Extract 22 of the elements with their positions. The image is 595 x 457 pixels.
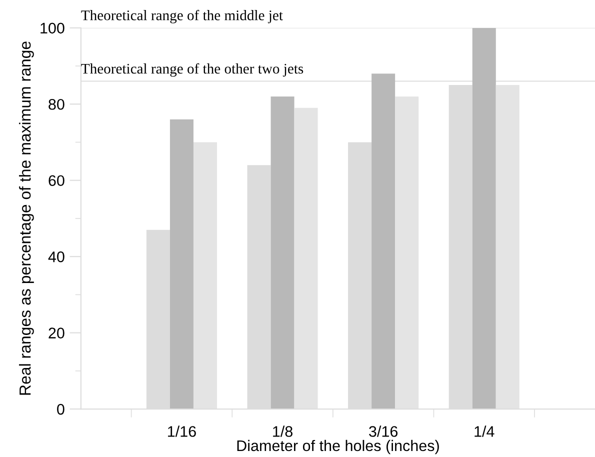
- bar: [294, 108, 318, 410]
- y-tick-label: 60: [48, 175, 64, 186]
- ref-line-label: Theoretical range of the other two jets: [81, 63, 304, 77]
- y-tick-label: 100: [40, 22, 64, 34]
- y-tick-label: 80: [48, 98, 64, 110]
- x-tick-label: 1/16: [168, 426, 196, 437]
- x-tick-label: 3/16: [369, 426, 398, 437]
- bar: [170, 119, 194, 410]
- bar: [472, 28, 496, 410]
- y-tick-label: 20: [48, 328, 64, 338]
- bar: [193, 142, 217, 410]
- x-axis-title: Diameter of the holes (inches): [237, 440, 439, 454]
- y-axis-title: Real ranges as percentage of the maximum range: [19, 42, 34, 395]
- y-tick-label: 0: [57, 404, 64, 415]
- x-tick-label: 1/4: [474, 426, 494, 437]
- bar: [270, 96, 294, 410]
- bar: [395, 96, 419, 410]
- ref-line-label: Theoretical range of the middle jet: [81, 10, 283, 24]
- bar: [372, 74, 396, 410]
- x-tick-label: 1/8: [273, 426, 292, 437]
- y-tick-label: 40: [48, 251, 64, 262]
- bar: [496, 85, 520, 410]
